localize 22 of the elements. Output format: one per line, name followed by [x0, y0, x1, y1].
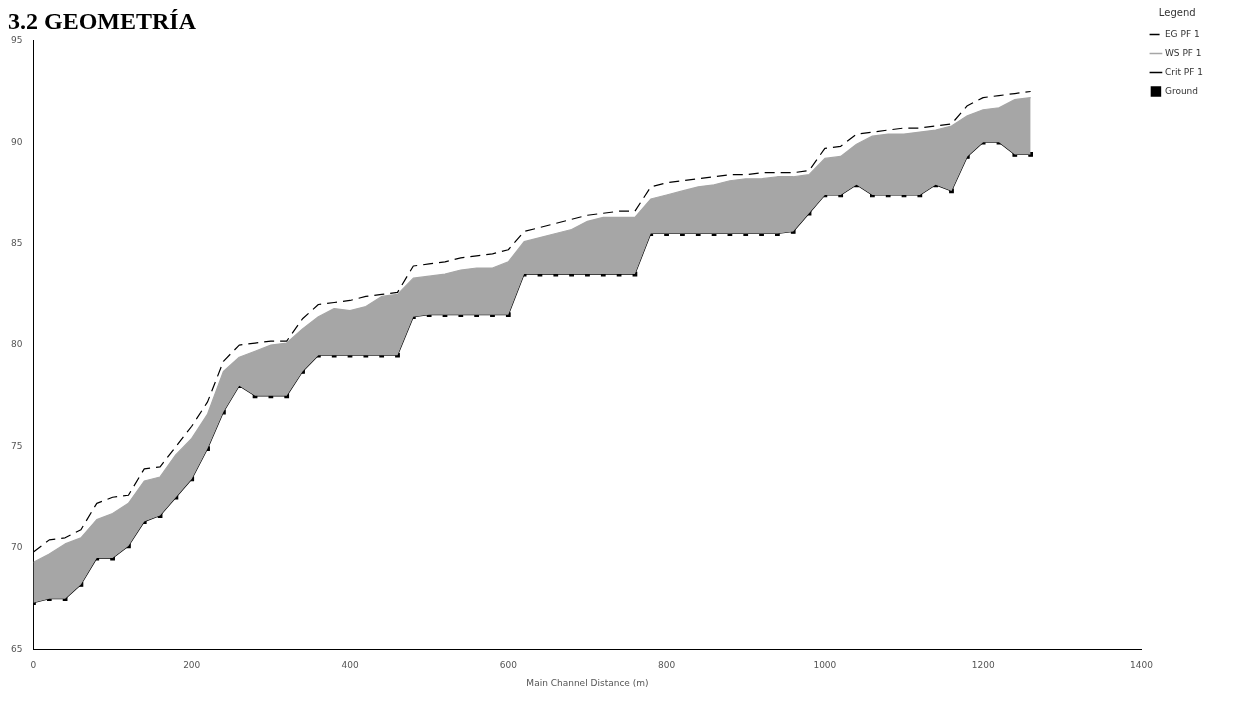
chart-title: 3.2 GEOMETRÍA [8, 7, 197, 34]
y-tick-label: 90 [11, 136, 23, 147]
x-tick-label: 200 [183, 660, 201, 671]
x-tick-label: 800 [657, 660, 676, 671]
y-tick-label: 80 [11, 339, 23, 350]
x-tick-label: 0 [30, 660, 37, 671]
legend-label: EG PF 1 [1164, 28, 1200, 39]
y-tick-label: 85 [11, 238, 23, 249]
y-tick-label: 95 [11, 35, 23, 46]
x-tick-label: 1400 [1129, 660, 1154, 671]
y-tick-label: 65 [11, 643, 23, 654]
x-tick-label: 1200 [971, 660, 995, 671]
legend-label: WS PF 1 [1164, 47, 1202, 58]
x-tick-label: 1000 [813, 660, 837, 671]
y-tick-label: 75 [11, 440, 23, 451]
x-axis-title: Main Channel Distance (m) [526, 677, 649, 688]
x-tick-label: 400 [341, 660, 359, 671]
x-tick-label: 600 [499, 660, 518, 671]
y-tick-label: 70 [11, 542, 23, 553]
legend-label: Crit PF 1 [1164, 66, 1204, 77]
legend-title: Legend [1158, 6, 1196, 18]
legend-label: Ground [1164, 85, 1199, 96]
